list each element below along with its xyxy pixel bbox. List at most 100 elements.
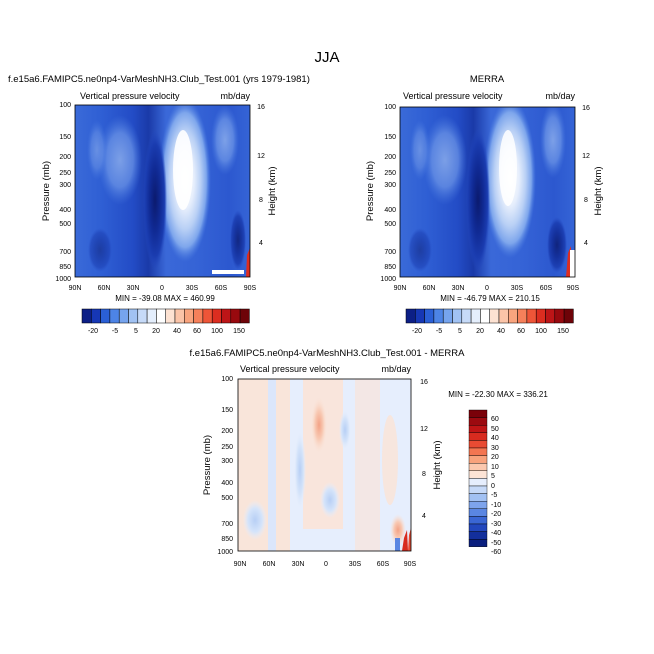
- panel-merra: MERRA Vertical pressure velocity mb/day …: [365, 74, 604, 335]
- colorbar-swatch: [468, 493, 488, 502]
- colorbar-swatch: [554, 308, 565, 324]
- panel-subtitle-left: Vertical pressure velocity: [80, 91, 180, 101]
- y-right-tick-label: 8: [584, 197, 588, 204]
- x-tick-label: 60N: [98, 285, 111, 292]
- y-tick-label: 300: [221, 458, 233, 465]
- y-axis-label: Pressure (mb): [41, 161, 52, 221]
- y-right-tick-label: 4: [422, 513, 426, 520]
- colorbar-swatch: [468, 523, 488, 532]
- colorbar-label: 0: [491, 483, 495, 490]
- y-tick-label: 200: [59, 154, 71, 161]
- colorbar-label: 60: [193, 328, 201, 335]
- figure-title: JJA: [314, 49, 339, 66]
- colorbar-swatch: [468, 447, 488, 456]
- colorbar-label: 20: [476, 328, 484, 335]
- colorbar-swatch: [468, 463, 488, 472]
- panel-subtitle-right: mb/day: [381, 364, 411, 374]
- colorbar-swatch: [461, 308, 472, 324]
- x-tick-label: 60N: [263, 561, 276, 568]
- y-tick-label: 400: [221, 480, 233, 487]
- panel-title: f.e15a6.FAMIPC5.ne0np4-VarMeshNH3.Club_T…: [8, 74, 310, 85]
- y-tick-label: 300: [384, 182, 396, 189]
- min-max-stats: MIN = -39.08 MAX = 460.99: [115, 294, 215, 303]
- y-right-tick-label: 12: [420, 426, 428, 433]
- colorbar-swatch: [137, 308, 148, 324]
- colorbar-label: 150: [233, 328, 245, 335]
- colorbar-label: -10: [491, 502, 501, 509]
- y-axis-label-right: Height (km): [432, 440, 443, 489]
- colorbar-vertical: 60 50 40 30 20 10 5 0 -5 -10 -20 -30 -40…: [468, 409, 501, 556]
- colorbar-swatch: [239, 308, 250, 324]
- colorbar-label: 5: [491, 473, 495, 480]
- y-right-tick-label: 12: [257, 153, 265, 160]
- colorbar-label: 100: [535, 328, 547, 335]
- colorbar-label: -5: [491, 492, 497, 499]
- colorbar-label: -20: [88, 328, 98, 335]
- colorbar-swatch: [165, 308, 176, 324]
- y-tick-label: 400: [384, 207, 396, 214]
- y-right-tick-label: 4: [584, 240, 588, 247]
- x-tick-label: 90S: [567, 285, 580, 292]
- colorbar-swatch: [146, 308, 157, 324]
- colorbar-swatch: [489, 308, 500, 324]
- y-right-tick-label: 16: [582, 105, 590, 112]
- y-right-tick-label: 16: [257, 104, 265, 111]
- colorbar-label: 60: [491, 416, 499, 423]
- colorbar-label: 40: [173, 328, 181, 335]
- colorbar-swatch: [221, 308, 232, 324]
- colorbar-swatch: [202, 308, 213, 324]
- colorbar-swatch: [184, 308, 194, 324]
- y-axis-label-right: Height (km): [267, 166, 278, 215]
- colorbar-swatch: [468, 425, 488, 434]
- y-tick-label: 700: [384, 249, 396, 256]
- y-tick-label: 200: [221, 428, 233, 435]
- colorbar-swatch: [468, 485, 488, 494]
- colorbar-label: 100: [211, 328, 223, 335]
- heatmap-field: [400, 107, 575, 277]
- colorbar-swatch: [91, 308, 101, 324]
- colorbar-label: 5: [458, 328, 462, 335]
- y-axis-label-right: Height (km): [593, 166, 604, 215]
- y-tick-label: 500: [384, 221, 396, 228]
- min-max-stats: MIN = -46.79 MAX = 210.15: [440, 294, 540, 303]
- x-tick-label: 0: [324, 561, 328, 568]
- colorbar-label: -20: [491, 511, 501, 518]
- heatmap-field: [238, 379, 411, 551]
- colorbar-swatch: [526, 308, 537, 324]
- y-right-ticks: 16 12 8 4: [420, 379, 428, 520]
- y-ticks: 100 150 200 250 300 400 500 700 850 1000: [55, 102, 71, 283]
- y-ticks: 100 150 200 250 300 400 500 700 850 1000: [380, 104, 396, 283]
- colorbar: -20 -5 5 20 40 60 100 150: [405, 308, 574, 335]
- x-tick-label: 30S: [511, 285, 524, 292]
- colorbar-swatch: [468, 455, 488, 464]
- colorbar-label: 50: [491, 426, 499, 433]
- panel-model: f.e15a6.FAMIPC5.ne0np4-VarMeshNH3.Club_T…: [8, 74, 310, 335]
- y-tick-label: 150: [221, 407, 233, 414]
- colorbar-swatch: [517, 308, 528, 324]
- y-axis-label: Pressure (mb): [365, 161, 376, 221]
- y-tick-label: 700: [221, 521, 233, 528]
- colorbar-swatch: [452, 308, 463, 324]
- y-tick-label: 250: [221, 444, 233, 451]
- panel-title: MERRA: [470, 74, 505, 85]
- colorbar-swatch: [405, 308, 416, 324]
- colorbar-swatch: [468, 501, 488, 510]
- x-tick-label: 30S: [349, 561, 362, 568]
- y-tick-label: 100: [221, 376, 233, 383]
- x-ticks: 90N 60N 30N 0 30S 60S 90S: [69, 285, 257, 292]
- x-tick-label: 90S: [404, 561, 417, 568]
- x-tick-label: 60S: [215, 285, 228, 292]
- y-tick-label: 100: [59, 102, 71, 109]
- colorbar-swatch: [480, 308, 490, 324]
- colorbar-swatches: [405, 308, 574, 324]
- x-tick-label: 30N: [292, 561, 305, 568]
- x-tick-label: 60N: [423, 285, 436, 292]
- y-ticks: 100 150 200 250 300 400 500 700 850 1000: [217, 376, 233, 556]
- y-tick-label: 1000: [217, 549, 233, 556]
- colorbar-label: -40: [491, 530, 501, 537]
- colorbar-label: -20: [412, 328, 422, 335]
- colorbar-swatch: [118, 308, 129, 324]
- colorbar-swatch: [174, 308, 185, 324]
- y-tick-label: 150: [384, 134, 396, 141]
- colorbar: -20 -5 5 20 40 60 100 150: [81, 308, 250, 335]
